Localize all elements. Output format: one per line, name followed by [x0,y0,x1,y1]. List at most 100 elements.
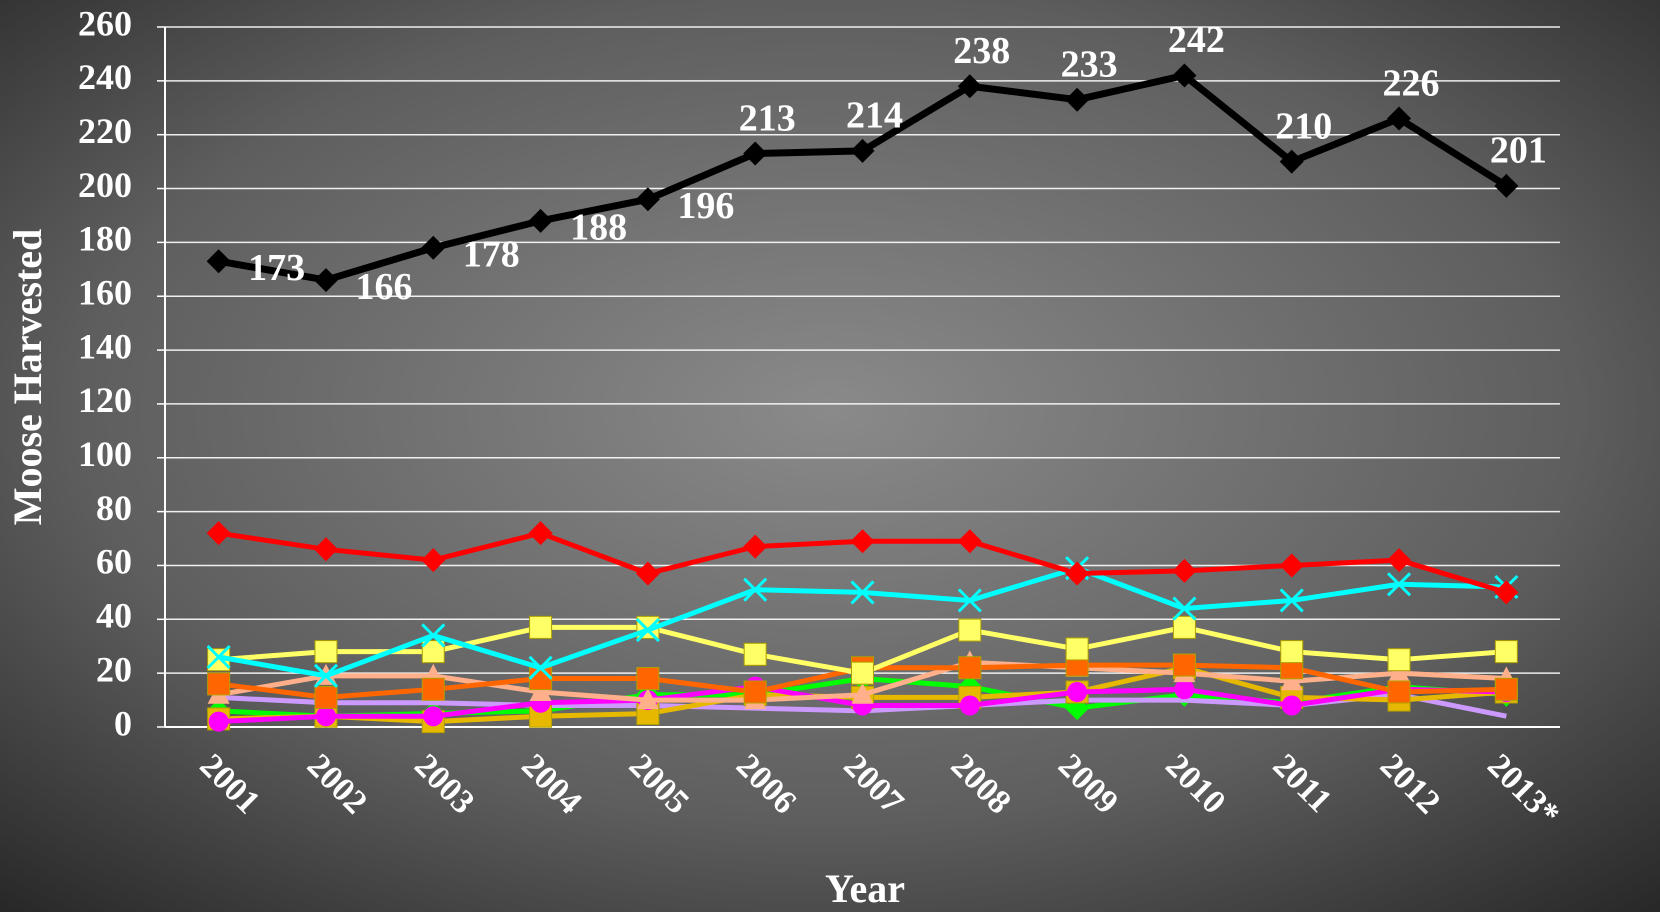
marker [1172,653,1196,677]
marker [1494,640,1518,664]
marker [206,644,231,670]
data-label: 173 [248,247,305,289]
marker [421,235,446,260]
marker [635,187,660,212]
marker [313,663,339,688]
marker [850,580,875,605]
marker [1172,558,1197,583]
y-tick-label: 60 [96,542,132,582]
y-tick-label: 200 [78,165,132,205]
marker [313,268,338,293]
data-label: 238 [953,30,1010,72]
data-label: 196 [677,185,734,227]
marker [1387,648,1411,672]
y-tick-label: 100 [78,434,132,474]
marker [206,249,231,274]
marker [421,677,445,701]
y-tick-label: 260 [78,3,132,43]
marker [529,615,553,639]
marker [850,529,875,554]
data-label: 166 [355,266,412,308]
y-tick-label: 140 [78,326,132,366]
marker [529,667,553,691]
marker [421,623,446,648]
marker [1494,580,1519,605]
marker [314,640,338,664]
data-label: 188 [570,207,627,249]
marker [1067,682,1088,702]
marker [528,521,553,546]
marker [957,529,982,554]
y-tick-label: 120 [78,380,132,420]
y-tick-label: 0 [114,703,132,743]
marker [958,656,982,680]
marker [1279,553,1304,578]
y-axis-title: Moose Harvested [5,229,50,526]
marker [957,74,982,99]
marker [743,141,768,166]
marker [421,548,446,573]
y-tick-label: 180 [78,219,132,259]
marker [314,685,338,709]
data-label: 214 [846,95,903,137]
marker [1386,572,1412,597]
data-label: 242 [1168,19,1225,61]
marker [1279,588,1304,613]
marker [207,672,231,696]
marker [636,667,660,691]
marker [850,138,875,163]
marker [1388,661,1411,683]
y-tick-label: 40 [96,596,132,636]
marker [957,588,982,613]
marker [423,706,444,727]
data-label: 178 [463,233,520,275]
y-tick-label: 240 [78,57,132,97]
marker [1387,106,1412,131]
data-label: 233 [1061,43,1118,85]
marker [1494,173,1519,198]
marker [421,640,445,664]
marker [636,688,659,710]
y-tick-label: 160 [78,272,132,312]
marker [851,661,874,685]
marker [528,655,553,680]
x-axis-title: Year [825,866,905,911]
data-label: 226 [1383,62,1440,104]
y-tick-label: 80 [96,488,132,528]
marker [851,682,874,704]
marker [1172,596,1197,621]
marker [743,680,767,704]
marker [1172,615,1196,639]
marker [958,618,982,642]
data-label: 210 [1275,105,1332,147]
marker [1281,695,1302,716]
marker [208,711,229,732]
marker [313,537,338,562]
marker [1279,149,1304,174]
y-tick-label: 20 [96,649,132,689]
marker [743,577,768,602]
marker [1387,548,1412,573]
marker [1065,87,1090,112]
marker [959,695,980,716]
y-tick-label: 220 [78,111,132,151]
marker [743,534,768,559]
marker [206,521,231,546]
marker [315,706,336,727]
marker [1387,680,1411,704]
marker [1280,640,1304,664]
marker [635,618,660,643]
marker [1065,637,1089,661]
marker [1174,679,1195,700]
marker [1065,561,1090,586]
marker [743,642,767,666]
marker [1494,677,1518,701]
marker [529,680,552,701]
data-label: 213 [739,97,796,139]
marker [1280,669,1303,691]
marker [635,561,660,586]
marker [1172,63,1197,88]
data-label: 201 [1490,130,1547,172]
